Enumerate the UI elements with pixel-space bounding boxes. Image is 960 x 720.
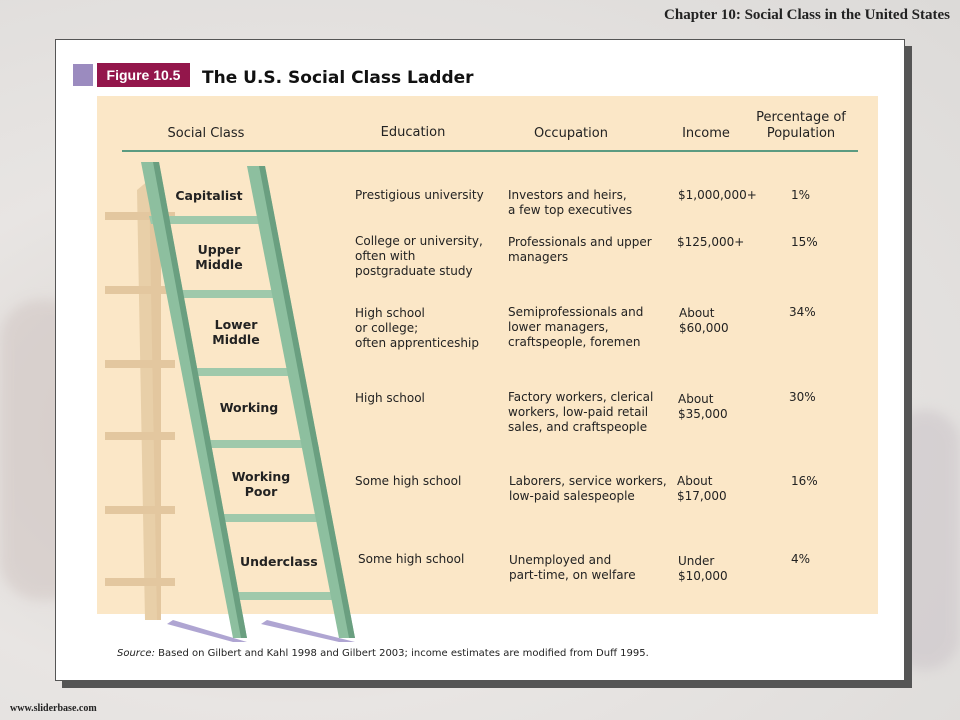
class-label: Underclass (240, 554, 318, 569)
education-cell: Some high school (358, 552, 465, 566)
source-text: Based on Gilbert and Kahl 1998 and Gilbe… (154, 648, 649, 659)
percentage-cell: 15% (791, 235, 818, 249)
occupation-cell: Laborers, service workers, low-paid sale… (509, 474, 667, 503)
income-cell: About $60,000 (679, 306, 729, 335)
class-label: Lower Middle (212, 317, 260, 347)
percentage-cell: 16% (791, 474, 818, 488)
ladder-rails (141, 162, 355, 638)
ladder-illustration (105, 162, 355, 642)
occupation-cell: Professionals and upper managers (508, 235, 652, 264)
back-ladder (105, 180, 175, 620)
percentage-cell: 30% (789, 390, 816, 404)
header-occupation: Occupation (534, 126, 608, 141)
header-income: Income (682, 126, 730, 141)
percentage-cell: 34% (789, 305, 816, 319)
class-label: Working (219, 400, 279, 415)
education-cell: High school or college; often apprentice… (355, 306, 479, 350)
income-cell: $125,000+ (677, 235, 745, 249)
figure-label: Figure 10.5 (97, 63, 190, 87)
education-cell: High school (355, 391, 425, 405)
percentage-cell: 1% (791, 188, 811, 202)
occupation-cell: Semiprofessionals and lower managers, cr… (508, 305, 644, 349)
figure-marker (73, 64, 93, 86)
header-education: Education (380, 125, 446, 140)
income-cell: Under $10,000 (678, 554, 728, 583)
income-cell: $1,000,000+ (678, 188, 757, 202)
occupation-cell: Factory workers, clerical workers, low-p… (508, 390, 654, 434)
class-label: Upper Middle (195, 242, 243, 272)
income-cell: About $17,000 (677, 474, 727, 503)
ladder-rungs (149, 216, 335, 600)
class-label: Working Poor (231, 469, 291, 499)
education-cell: Some high school (355, 474, 462, 488)
header-percentage: Percentage of Population (756, 110, 846, 141)
header-social-class: Social Class (167, 126, 245, 141)
table-background (97, 96, 878, 614)
occupation-cell: Investors and heirs, a few top executive… (508, 188, 633, 217)
education-cell: Prestigious university (355, 188, 484, 202)
class-label: Capitalist (175, 188, 243, 203)
source-note: Source: Based on Gilbert and Kahl 1998 a… (117, 648, 649, 659)
occupation-cell: Unemployed and part-time, on welfare (509, 553, 636, 582)
income-cell: About $35,000 (678, 392, 728, 421)
education-cell: College or university, often with postgr… (355, 234, 483, 278)
source-label: Source: (117, 648, 155, 659)
chapter-title: Chapter 10: Social Class in the United S… (664, 7, 950, 23)
ladder-shadows (167, 620, 355, 642)
percentage-cell: 4% (791, 552, 811, 566)
site-url: www.sliderbase.com (10, 703, 97, 714)
figure-title: The U.S. Social Class Ladder (202, 68, 474, 88)
header-divider (122, 150, 858, 152)
